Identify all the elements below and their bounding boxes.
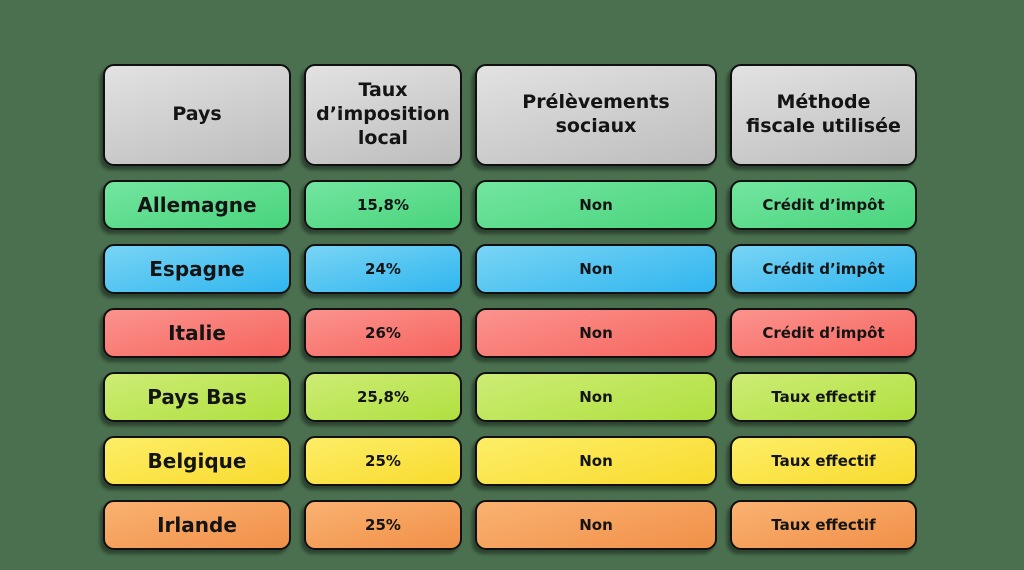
method-value: Crédit d’impôt <box>762 195 885 214</box>
cell-method: Taux effectif <box>730 436 917 486</box>
cell-method: Crédit d’impôt <box>730 244 917 294</box>
method-value: Taux effectif <box>771 451 876 470</box>
social-value: Non <box>579 323 613 342</box>
header-label: Méthode fiscale utilisée <box>746 91 901 137</box>
cell-social: Non <box>475 500 717 550</box>
header-label: Taux d’imposition local <box>316 79 450 149</box>
cell-social: Non <box>475 372 717 422</box>
social-value: Non <box>579 259 613 278</box>
country-label: Allemagne <box>137 192 257 217</box>
cell-rate: 15,8% <box>304 180 462 230</box>
header-cell-prelevements-sociaux: Prélèvements sociaux <box>475 64 717 166</box>
cell-country: Irlande <box>103 500 291 550</box>
cell-country: Belgique <box>103 436 291 486</box>
header-cell-pays: Pays <box>103 64 291 166</box>
method-value: Taux effectif <box>771 515 876 534</box>
cell-country: Allemagne <box>103 180 291 230</box>
cell-method: Crédit d’impôt <box>730 180 917 230</box>
cell-rate: 25% <box>304 500 462 550</box>
method-value: Taux effectif <box>771 387 876 406</box>
rate-value: 26% <box>365 323 401 342</box>
header-label: Pays <box>172 103 222 126</box>
method-value: Crédit d’impôt <box>762 323 885 342</box>
social-value: Non <box>579 387 613 406</box>
cell-method: Taux effectif <box>730 372 917 422</box>
country-label: Irlande <box>157 512 237 537</box>
cell-social: Non <box>475 308 717 358</box>
country-label: Pays Bas <box>147 384 247 409</box>
country-label: Italie <box>168 320 226 345</box>
cell-method: Taux effectif <box>730 500 917 550</box>
cell-rate: 26% <box>304 308 462 358</box>
header-label: Prélèvements sociaux <box>522 91 670 137</box>
cell-country: Pays Bas <box>103 372 291 422</box>
tax-comparison-table: Pays Taux d’imposition local Prélèvement… <box>103 64 917 550</box>
cell-country: Italie <box>103 308 291 358</box>
cell-country: Espagne <box>103 244 291 294</box>
country-label: Espagne <box>149 256 245 281</box>
cell-social: Non <box>475 244 717 294</box>
header-cell-methode-fiscale: Méthode fiscale utilisée <box>730 64 917 166</box>
rate-value: 15,8% <box>356 195 410 214</box>
country-label: Belgique <box>147 448 247 473</box>
header-cell-taux-imposition: Taux d’imposition local <box>304 64 462 166</box>
cell-social: Non <box>475 180 717 230</box>
rate-value: 25,8% <box>356 387 410 406</box>
cell-rate: 24% <box>304 244 462 294</box>
rate-value: 25% <box>365 515 401 534</box>
social-value: Non <box>579 515 613 534</box>
rate-value: 25% <box>365 451 401 470</box>
social-value: Non <box>579 451 613 470</box>
cell-social: Non <box>475 436 717 486</box>
cell-method: Crédit d’impôt <box>730 308 917 358</box>
method-value: Crédit d’impôt <box>762 259 885 278</box>
cell-rate: 25,8% <box>304 372 462 422</box>
social-value: Non <box>579 195 613 214</box>
cell-rate: 25% <box>304 436 462 486</box>
rate-value: 24% <box>365 259 401 278</box>
